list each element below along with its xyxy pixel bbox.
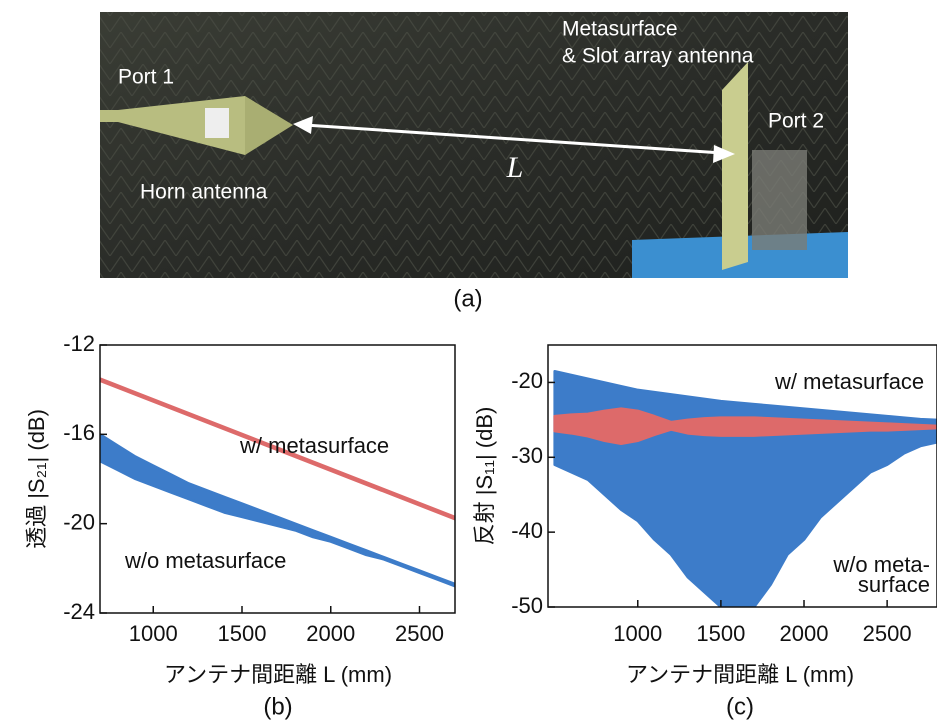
axes-frame: [547, 344, 937, 608]
series-label: w/o metasurface: [124, 548, 286, 573]
panel-label: (c): [726, 693, 754, 720]
x-tick-label: 2000: [306, 621, 355, 646]
distance-arrow: [304, 123, 723, 155]
photo-label: Port 2: [768, 110, 824, 133]
x-tick-label: 1000: [129, 621, 178, 646]
y-tick-label: -30: [511, 443, 543, 468]
band: [553, 407, 937, 446]
y-tick-label: -20: [511, 368, 543, 393]
band: [100, 433, 455, 588]
horn-sticker: [205, 108, 229, 138]
plot: [100, 377, 455, 588]
panel-label: (b): [263, 693, 292, 720]
x-tick-label: 1500: [696, 621, 745, 646]
band: [100, 377, 455, 521]
photo-label: L: [506, 151, 524, 184]
series-label: w/o meta-: [832, 552, 930, 577]
photo-label: & Slot array antenna: [562, 45, 754, 68]
x-tick-label: 2000: [780, 621, 829, 646]
y-tick-label: -40: [511, 518, 543, 543]
photo: Port 1 Horn antenna Metasurface & Slot a…: [100, 12, 848, 278]
y-axis-label: 透過 |S₂₁| (dB): [24, 409, 49, 549]
photo-label: Port 1: [118, 66, 174, 89]
mount: [752, 150, 807, 250]
y-tick-label: -24: [63, 599, 95, 624]
y-axis-label: 反射 |S₁₁| (dB): [472, 407, 497, 546]
arrow-head: [713, 145, 735, 163]
x-tick-label: 1000: [613, 621, 662, 646]
axes-frame: [99, 344, 456, 614]
panel-label: (a): [453, 285, 482, 312]
y-tick-label: -16: [63, 420, 95, 445]
x-tick-label: 1500: [218, 621, 267, 646]
arrow-head: [293, 116, 313, 134]
photo-label: Metasurface: [562, 18, 678, 41]
series-label: surface: [858, 572, 930, 597]
x-tick-label: 2500: [395, 621, 444, 646]
photo-label: Horn antenna: [140, 181, 268, 204]
horn-mouth: [245, 96, 293, 155]
y-tick-label: -20: [63, 509, 95, 534]
x-tick-label: 2500: [863, 621, 912, 646]
y-tick-label: -12: [63, 331, 95, 356]
x-axis-label: アンテナ間距離 L (mm): [626, 662, 854, 687]
y-tick-label: -50: [511, 593, 543, 618]
series-label: w/ metasurface: [774, 369, 924, 394]
plot: [553, 369, 937, 607]
slot-panel: [722, 62, 748, 270]
series-label: w/ metasurface: [239, 433, 389, 458]
x-axis-label: アンテナ間距離 L (mm): [164, 662, 392, 687]
